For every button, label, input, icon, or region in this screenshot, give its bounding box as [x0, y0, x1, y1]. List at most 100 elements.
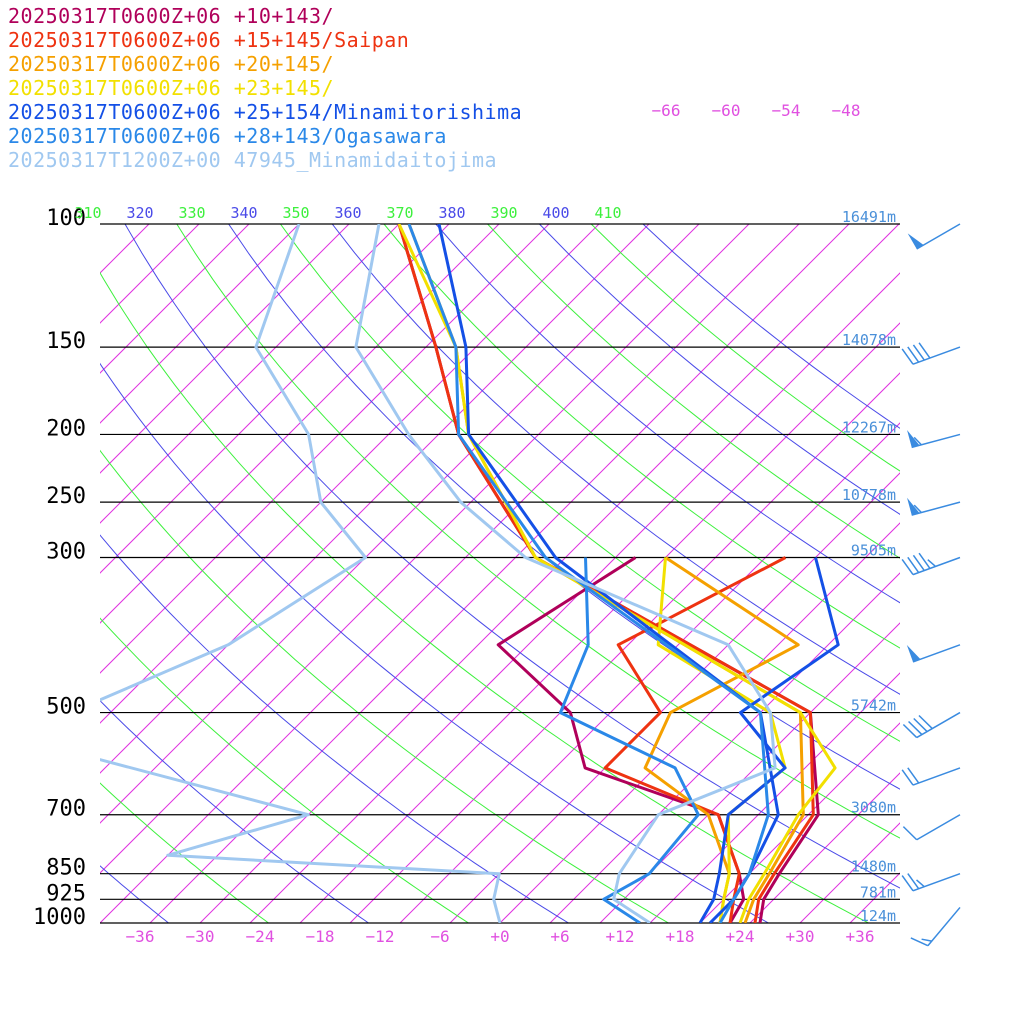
theta-label: 410	[594, 204, 621, 222]
wind-barb	[901, 342, 961, 365]
legend-entry: 20250317T0600Z+06 +23+145/	[8, 76, 335, 100]
height-label: 781m	[860, 883, 896, 901]
x-tick-label: −6	[430, 927, 449, 946]
wind-barb-feather	[907, 873, 920, 890]
isotherm-line	[549, 572, 900, 923]
wind-barb-feather	[907, 346, 920, 363]
isotherm-line	[100, 224, 800, 923]
isotherm-line	[100, 224, 750, 874]
wind-barb	[906, 644, 961, 663]
isotherm-line	[699, 722, 900, 923]
wind-barb-shaft	[916, 711, 961, 739]
height-label: 1480m	[851, 858, 896, 876]
wind-barb-pennant	[906, 645, 921, 662]
dry-adiabat-line	[435, 224, 900, 604]
wind-barb-feather	[927, 559, 937, 567]
isotherm-line	[249, 272, 900, 923]
isotherm-line	[499, 522, 900, 923]
wind-barb	[902, 814, 961, 841]
isotherm-line	[100, 224, 250, 374]
x-tick-label: −12	[366, 927, 395, 946]
isotherm-label: −54	[772, 101, 801, 120]
theta-label: 370	[386, 204, 413, 222]
pressure-label: 700	[46, 797, 86, 822]
wind-barb-feather	[901, 558, 914, 576]
theta-label: 390	[490, 204, 517, 222]
legend-entry: 20250317T0600Z+06 +20+145/	[8, 52, 335, 76]
wind-barb-feather	[910, 937, 929, 947]
wind-barb-feather	[901, 348, 914, 365]
height-label: 16491m	[842, 208, 896, 226]
wind-barb-feather	[913, 717, 928, 733]
wind-barb	[907, 497, 961, 516]
height-label: 3080m	[851, 799, 896, 817]
dewpoint-profile	[100, 224, 502, 923]
theta-label: 400	[542, 204, 569, 222]
height-label: 5742m	[851, 697, 896, 715]
wind-barb-feather	[907, 556, 920, 573]
theta-label: 320	[126, 204, 153, 222]
dry-adiabat-line	[176, 224, 900, 839]
legend-entry: 20250317T0600Z+06 +10+143/	[8, 4, 335, 28]
wind-barb	[901, 552, 961, 576]
dry-adiabat-line	[100, 782, 269, 923]
x-tick-label: −36	[126, 927, 155, 946]
wind-barb	[910, 906, 961, 947]
isotherm-line	[849, 872, 900, 923]
wind-barb-feather	[901, 769, 914, 786]
pressure-label: 925	[46, 881, 86, 906]
wind-barb-shaft	[911, 433, 961, 449]
isotherm-line	[100, 224, 450, 574]
pressure-label: 300	[46, 540, 86, 565]
temperature-profile	[397, 224, 837, 923]
wind-barb-shaft	[916, 223, 961, 250]
pressure-label: 250	[46, 484, 86, 509]
wind-barb-feather	[908, 720, 923, 736]
wind-barb-shaft	[912, 556, 961, 576]
wind-barb-feather	[907, 767, 920, 784]
wind-barb-shaft	[927, 906, 961, 947]
height-label: 12267m	[842, 418, 896, 436]
wind-barb-pennant	[907, 429, 920, 448]
isotherm-line	[449, 472, 900, 923]
x-tick-label: −18	[306, 927, 335, 946]
dewpoint-profile	[558, 557, 700, 923]
isotherm-line	[100, 224, 200, 324]
x-tick-label: +18	[666, 927, 695, 946]
x-tick-label: +0	[490, 927, 509, 946]
pressure-label: 1000	[33, 905, 86, 930]
legend-entry: 20250317T0600Z+06 +28+143/Ogasawara	[8, 124, 447, 148]
legend-entry: 20250317T0600Z+06 +25+154/Minamitorishim…	[8, 100, 523, 124]
wind-barb	[907, 429, 961, 449]
isotherm-line	[100, 224, 350, 474]
dewpoint-profile	[698, 557, 840, 923]
legend: 20250317T0600Z+06 +10+143/20250317T0600Z…	[8, 4, 522, 172]
wind-barb-feather	[913, 436, 922, 446]
temperature-profile	[407, 224, 770, 923]
wind-barb-feather	[902, 723, 918, 739]
wind-barb	[902, 711, 961, 739]
x-tick-label: +24	[726, 927, 755, 946]
x-tick-label: +30	[786, 927, 815, 946]
pressure-label: 200	[46, 416, 86, 441]
dry-adiabat-line	[228, 224, 900, 790]
pressure-label: 150	[46, 329, 86, 354]
isotherm-line	[100, 224, 300, 424]
theta-label: 330	[178, 204, 205, 222]
height-label: 124m	[860, 907, 896, 925]
legend-entry: 20250317T0600Z+06 +15+145/Saipan	[8, 28, 410, 52]
wind-barb-feather	[901, 875, 914, 892]
dry-adiabat-line	[383, 224, 900, 649]
isotherm-line	[100, 224, 500, 624]
isotherm-label: −48	[832, 101, 861, 120]
wind-barb-feather	[902, 826, 918, 841]
wind-barb-shaft	[912, 346, 961, 365]
dry-adiabat-line	[124, 224, 900, 889]
isotherm-line	[100, 224, 650, 774]
pressure-label: 500	[46, 695, 86, 720]
isotherm-line	[899, 922, 900, 923]
temperature-profile	[397, 224, 815, 923]
wind-barb-feather	[918, 714, 933, 730]
wind-barb-pennant	[907, 233, 924, 249]
